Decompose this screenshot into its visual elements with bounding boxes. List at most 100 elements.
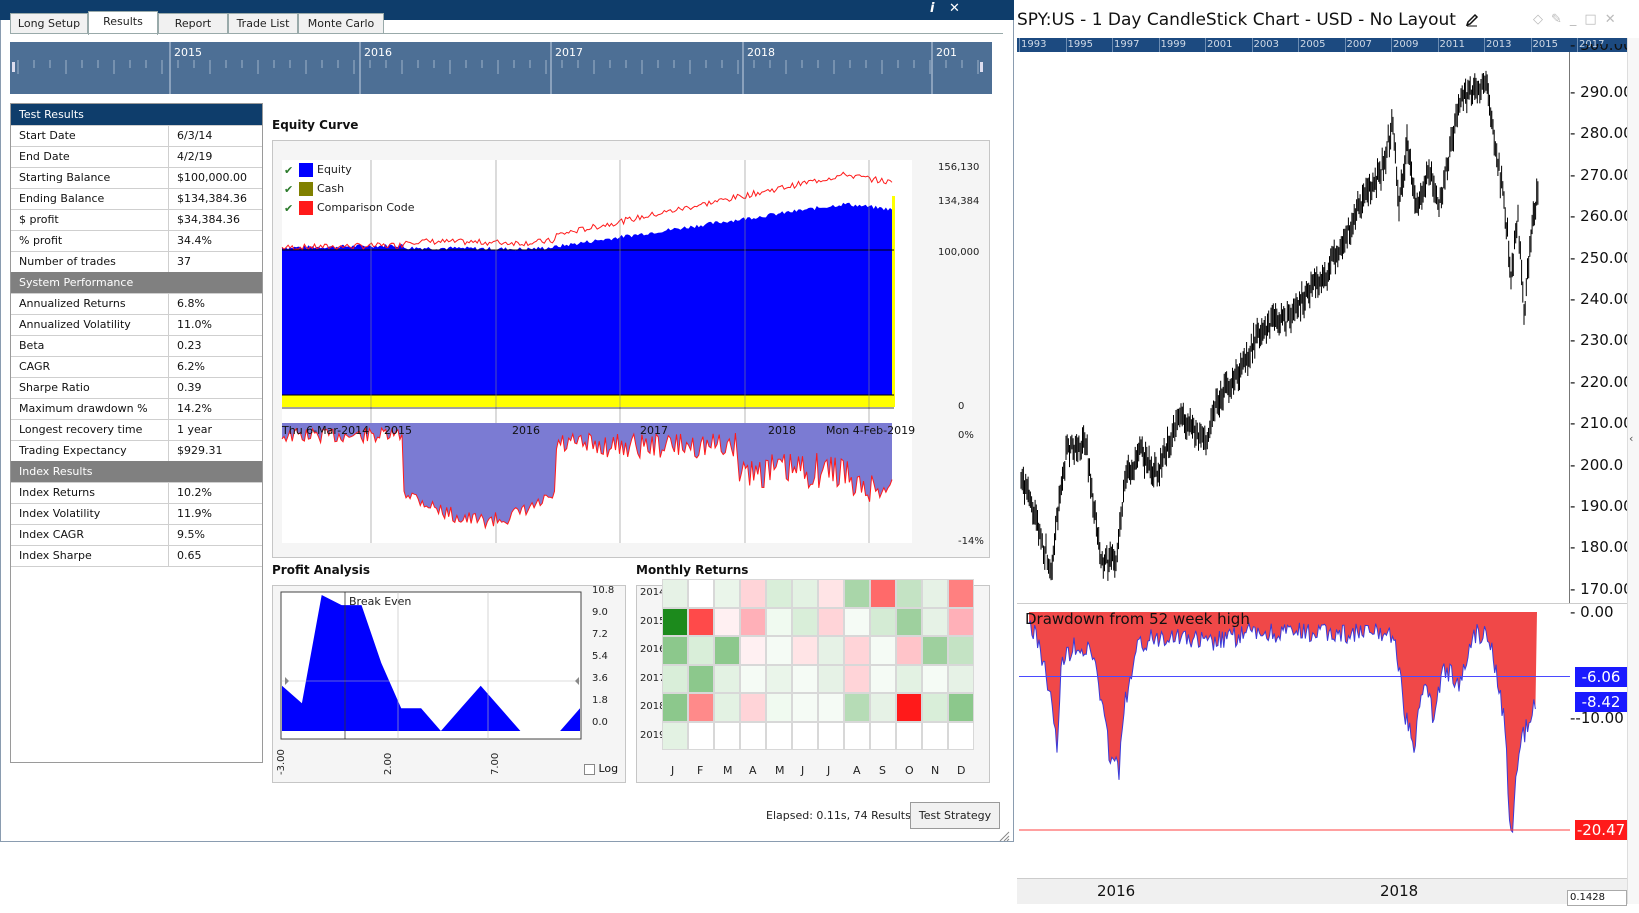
close-icon[interactable]: ✕ xyxy=(1604,12,1624,27)
heatmap-cell[interactable] xyxy=(948,693,974,722)
heatmap-cell[interactable] xyxy=(896,721,922,750)
legend-checkbox-icon[interactable]: ✔ xyxy=(284,182,294,196)
heatmap-cell[interactable] xyxy=(792,721,818,750)
heatmap-cell[interactable] xyxy=(922,693,948,722)
zoom-readout[interactable]: 0.1428 xyxy=(1567,890,1627,906)
heatmap-cell[interactable] xyxy=(922,664,948,693)
tab-report[interactable]: Report xyxy=(158,13,228,33)
info-icon[interactable]: i xyxy=(930,1,935,16)
heatmap-cell[interactable] xyxy=(844,579,870,608)
tab-monte-carlo[interactable]: Monte Carlo xyxy=(298,13,384,33)
heatmap-cell[interactable] xyxy=(844,636,870,665)
resize-grip-icon[interactable] xyxy=(998,830,1010,842)
heatmap-cell[interactable] xyxy=(818,579,844,608)
maximize-icon[interactable]: □ xyxy=(1584,12,1605,27)
tab-long-setup[interactable]: Long Setup xyxy=(10,13,88,33)
heatmap-cell[interactable] xyxy=(844,664,870,693)
heatmap-cell[interactable] xyxy=(740,693,766,722)
heatmap-cell[interactable] xyxy=(818,693,844,722)
legend-checkbox-icon[interactable]: ✔ xyxy=(284,163,294,177)
heatmap-cell[interactable] xyxy=(870,607,896,636)
heatmap-cell[interactable] xyxy=(896,636,922,665)
log-checkbox[interactable] xyxy=(584,763,595,775)
legend-checkbox-icon[interactable]: ✔ xyxy=(284,201,294,215)
heatmap-cell[interactable] xyxy=(948,579,974,608)
heatmap-cell[interactable] xyxy=(818,721,844,750)
heatmap-cell[interactable] xyxy=(688,636,714,665)
heatmap-cell[interactable] xyxy=(922,721,948,750)
heatmap-cell[interactable] xyxy=(662,636,688,665)
heatmap-cell[interactable] xyxy=(818,636,844,665)
heatmap-cell[interactable] xyxy=(792,693,818,722)
vertical-scrollbar[interactable]: ‹ xyxy=(1627,38,1639,904)
heatmap-cell[interactable] xyxy=(740,721,766,750)
pin-icon[interactable]: ✎ xyxy=(1551,12,1570,27)
heatmap-cell[interactable] xyxy=(740,607,766,636)
close-icon[interactable]: ✕ xyxy=(949,1,960,16)
heatmap-cell[interactable] xyxy=(766,693,792,722)
heatmap-cell[interactable] xyxy=(766,579,792,608)
heatmap-cell[interactable] xyxy=(688,607,714,636)
heatmap-cell[interactable] xyxy=(844,693,870,722)
heatmap-cell[interactable] xyxy=(740,664,766,693)
heatmap-cell[interactable] xyxy=(948,636,974,665)
heatmap-cell[interactable] xyxy=(896,607,922,636)
heatmap-cell[interactable] xyxy=(740,579,766,608)
heatmap-cell[interactable] xyxy=(870,693,896,722)
legend-item[interactable]: ✔ Comparison Code xyxy=(284,201,415,215)
heatmap-cell[interactable] xyxy=(688,693,714,722)
tab-trade-list[interactable]: Trade List xyxy=(228,13,298,33)
heatmap-cell[interactable] xyxy=(662,607,688,636)
heatmap-cell[interactable] xyxy=(896,579,922,608)
heatmap-cell[interactable] xyxy=(896,693,922,722)
heatmap-cell[interactable] xyxy=(662,721,688,750)
heatmap-cell[interactable] xyxy=(844,721,870,750)
heatmap-cell[interactable] xyxy=(948,607,974,636)
heatmap-cell[interactable] xyxy=(740,636,766,665)
heatmap-cell[interactable] xyxy=(870,636,896,665)
collapse-arrow-icon[interactable]: ‹ xyxy=(1629,432,1634,445)
heatmap-cell[interactable] xyxy=(818,664,844,693)
heatmap-cell[interactable] xyxy=(818,607,844,636)
diamond-icon[interactable]: ◇ xyxy=(1533,12,1551,27)
log-toggle[interactable]: Log xyxy=(584,762,618,775)
heatmap-cell[interactable] xyxy=(662,693,688,722)
heatmap-cell[interactable] xyxy=(714,693,740,722)
heatmap-cell[interactable] xyxy=(688,579,714,608)
heatmap-cell[interactable] xyxy=(714,579,740,608)
heatmap-cell[interactable] xyxy=(714,636,740,665)
heatmap-cell[interactable] xyxy=(766,607,792,636)
heatmap-cell[interactable] xyxy=(870,664,896,693)
pane-divider[interactable] xyxy=(1017,603,1627,604)
heatmap-cell[interactable] xyxy=(870,579,896,608)
heatmap-cell[interactable] xyxy=(662,664,688,693)
heatmap-cell[interactable] xyxy=(844,607,870,636)
heatmap-cell[interactable] xyxy=(792,636,818,665)
heatmap-cell[interactable] xyxy=(714,607,740,636)
heatmap-cell[interactable] xyxy=(870,721,896,750)
heatmap-cell[interactable] xyxy=(714,664,740,693)
heatmap-cell[interactable] xyxy=(948,721,974,750)
heatmap-cell[interactable] xyxy=(766,636,792,665)
test-strategy-button[interactable]: Test Strategy xyxy=(910,802,1000,829)
heatmap-cell[interactable] xyxy=(922,636,948,665)
overview-year-strip[interactable]: 1993 1995 1997 1999 2001 2003 2005 2007 2009 2011… xyxy=(1017,38,1627,52)
heatmap-cell[interactable] xyxy=(766,721,792,750)
heatmap-cell[interactable] xyxy=(792,664,818,693)
heatmap-cell[interactable] xyxy=(792,579,818,608)
heatmap-cell[interactable] xyxy=(792,607,818,636)
heatmap-cell[interactable] xyxy=(714,721,740,750)
heatmap-cell[interactable] xyxy=(688,721,714,750)
heatmap-cell[interactable] xyxy=(662,579,688,608)
heatmap-cell[interactable] xyxy=(896,664,922,693)
legend-item[interactable]: ✔ Equity xyxy=(284,163,352,177)
heatmap-cell[interactable] xyxy=(688,664,714,693)
heatmap-cell[interactable] xyxy=(922,607,948,636)
edit-pencil-icon[interactable] xyxy=(1465,13,1479,27)
tab-results[interactable]: Results xyxy=(88,11,158,35)
heatmap-cell[interactable] xyxy=(922,579,948,608)
timeline-scrubber[interactable]: 2015 2016 2017 2018 201 xyxy=(10,42,992,94)
legend-item[interactable]: ✔ Cash xyxy=(284,182,344,196)
minimize-icon[interactable]: _ xyxy=(1569,12,1585,27)
heatmap-cell[interactable] xyxy=(948,664,974,693)
